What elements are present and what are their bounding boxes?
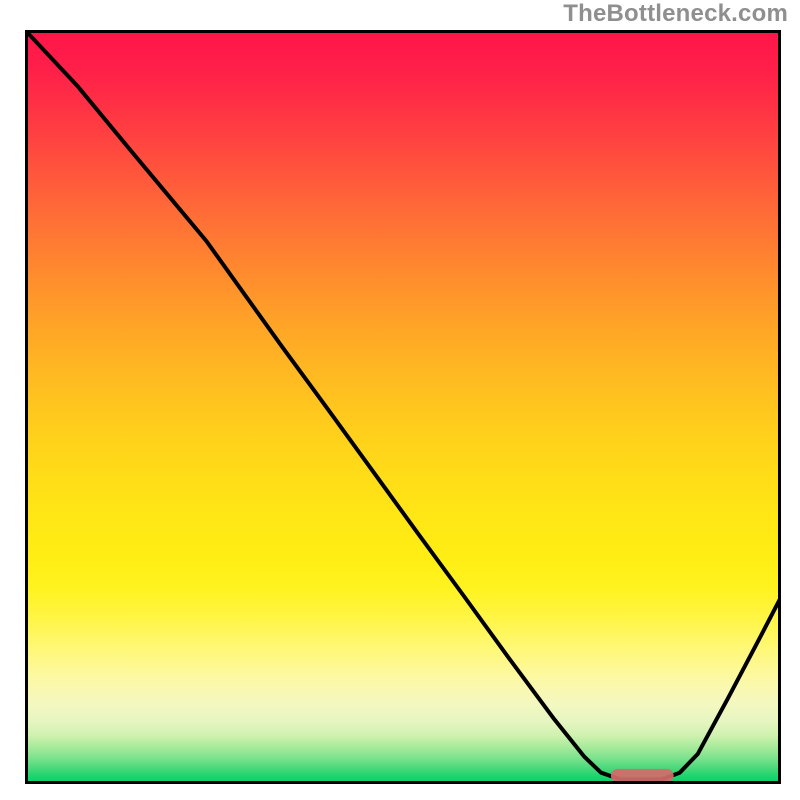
curve-overlay xyxy=(25,30,781,784)
plot-area xyxy=(25,30,781,784)
bottleneck-curve xyxy=(25,30,781,779)
target-marker xyxy=(611,769,674,783)
watermark-label: TheBottleneck.com xyxy=(563,0,788,28)
chart-container: TheBottleneck.com xyxy=(0,0,800,800)
